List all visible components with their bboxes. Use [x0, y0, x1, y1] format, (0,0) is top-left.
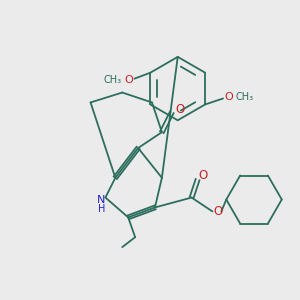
Text: CH₃: CH₃: [236, 92, 254, 103]
Text: O: O: [225, 92, 233, 103]
Text: CH₃: CH₃: [103, 75, 122, 85]
Text: H: H: [98, 204, 105, 214]
Text: O: O: [175, 103, 184, 116]
Text: O: O: [124, 75, 133, 85]
Text: N: N: [97, 194, 106, 205]
Text: O: O: [198, 169, 207, 182]
Text: O: O: [214, 205, 223, 218]
